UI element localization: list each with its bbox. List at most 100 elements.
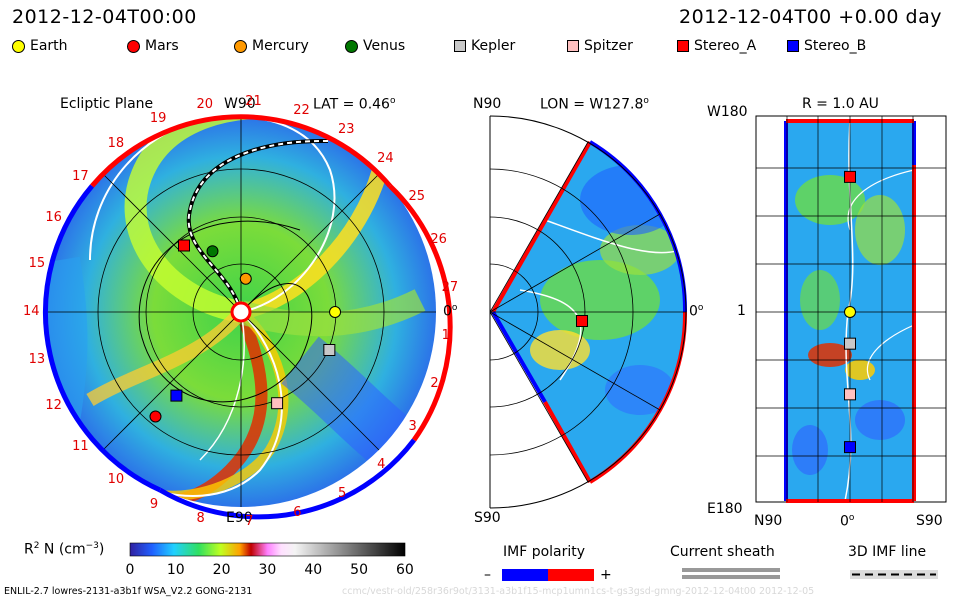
rim-number: 14 bbox=[23, 304, 40, 319]
rim-number: 13 bbox=[28, 352, 46, 368]
left-timestamp: 2012-12-04T00:00 bbox=[12, 6, 197, 28]
imf-line-swatch bbox=[850, 570, 938, 579]
ecliptic-right-label: 0o bbox=[443, 303, 458, 320]
marker-kepler bbox=[844, 337, 856, 350]
legend-marker bbox=[454, 40, 466, 52]
ecliptic-top-label: W90 bbox=[224, 96, 256, 112]
imf-line-title: 3D IMF line bbox=[848, 544, 927, 560]
imf-plus: + bbox=[600, 567, 612, 583]
legend-item-mercury: Mercury bbox=[234, 38, 309, 54]
meridional-right-label: 0o bbox=[689, 303, 704, 320]
legend-item-stereo-b: Stereo_B bbox=[787, 38, 866, 54]
legend-label: Mercury bbox=[252, 38, 309, 54]
legend-marker bbox=[567, 40, 579, 52]
sphere-title: R = 1.0 AU bbox=[802, 96, 879, 112]
legend-marker bbox=[127, 39, 140, 53]
marker-mercury bbox=[239, 272, 252, 285]
legend-label: Earth bbox=[30, 38, 68, 54]
marker-stereo-a bbox=[178, 239, 190, 252]
rim-number: 6 bbox=[293, 505, 302, 521]
sphere-mid-left: 1 bbox=[737, 303, 746, 319]
rim-number: 22 bbox=[293, 102, 310, 118]
footer-run-id: ccmc/vestr-old/258r36r9ot/3131-a3b1f15-m… bbox=[342, 586, 815, 597]
lat-value: LAT = 0.46 bbox=[313, 96, 390, 113]
legend-label: Venus bbox=[363, 38, 406, 54]
legend-item-mars: Mars bbox=[127, 38, 179, 54]
legend-label: Mars bbox=[145, 38, 179, 54]
colorbar-tick: 40 bbox=[304, 562, 323, 578]
colorbar bbox=[129, 542, 406, 557]
ecliptic-bottom-label: E90 bbox=[226, 510, 253, 526]
legend-item-venus: Venus bbox=[345, 38, 405, 54]
legend-item-stereo-a: Stereo_A bbox=[677, 38, 756, 54]
sphere-tick-s90: S90 bbox=[916, 513, 943, 529]
colorbar-tick: 20 bbox=[212, 562, 231, 578]
right-timestamp: 2012-12-04T00 +0.00 day bbox=[679, 6, 942, 28]
sphere-top-left: W180 bbox=[707, 104, 748, 120]
footer-model-info: ENLIL-2.7 lowres-2131-a3b1f WSA_V2.2 GON… bbox=[4, 586, 253, 597]
current-sheath-title: Current sheath bbox=[670, 544, 775, 560]
ecliptic-title: Ecliptic Plane bbox=[60, 96, 154, 112]
sphere-bottom-left: E180 bbox=[707, 501, 743, 517]
rim-number: 1 bbox=[441, 328, 450, 344]
legend-marker bbox=[787, 40, 799, 52]
rim-number: 18 bbox=[107, 135, 125, 151]
rim-number: 20 bbox=[196, 97, 214, 113]
rim-number: 9 bbox=[149, 496, 159, 512]
rim-number: 2 bbox=[430, 375, 439, 391]
rim-number: 26 bbox=[430, 232, 447, 248]
rim-number: 3 bbox=[408, 419, 417, 435]
marker-stereo-a bbox=[576, 315, 588, 327]
rim-number: 11 bbox=[72, 438, 89, 454]
rim-number: 7 bbox=[245, 513, 254, 529]
ecliptic-panel bbox=[43, 114, 453, 520]
legend-item-earth: Earth bbox=[12, 38, 68, 54]
legend-label: Stereo_A bbox=[694, 38, 757, 54]
meridional-panel bbox=[489, 115, 688, 509]
legend-marker bbox=[234, 39, 247, 53]
legend-item-spitzer: Spitzer bbox=[567, 38, 633, 54]
meridional-bottom-label: S90 bbox=[474, 510, 501, 526]
marker-spitzer bbox=[271, 397, 284, 410]
marker-earth bbox=[329, 306, 342, 318]
imf-minus: – bbox=[484, 567, 491, 583]
rim-number: 8 bbox=[196, 510, 205, 526]
marker-stereo-a bbox=[844, 170, 856, 183]
rim-number: 5 bbox=[338, 485, 347, 501]
rim-number: 15 bbox=[28, 255, 46, 271]
imf-polarity-title: IMF polarity bbox=[503, 544, 586, 560]
legend-label: Kepler bbox=[471, 38, 516, 54]
rim-number: 24 bbox=[377, 151, 394, 167]
current-sheath-swatch bbox=[682, 568, 780, 579]
marker-stereo-b bbox=[170, 389, 183, 402]
meridional-lon-label: LON = W127.8o bbox=[540, 96, 649, 113]
colorbar-tick: 60 bbox=[396, 562, 414, 578]
marker-kepler bbox=[323, 344, 336, 356]
rim-number: 27 bbox=[441, 279, 459, 295]
marker-earth bbox=[844, 306, 856, 318]
rim-number: 10 bbox=[107, 472, 125, 488]
colorbar-label: R2 N (cm−3) bbox=[24, 541, 105, 558]
legend-label: Stereo_B bbox=[804, 38, 867, 54]
marker-stereo-b bbox=[844, 441, 856, 454]
object-legend: Earth Mars Mercury Venus Kepler Spitzer Stereo… bbox=[12, 38, 952, 58]
legend-marker bbox=[677, 40, 689, 52]
legend-item-kepler: Kepler bbox=[454, 38, 515, 54]
rim-number: 21 bbox=[245, 94, 262, 110]
meridional-top-label: N90 bbox=[473, 96, 502, 112]
imf-polarity-bar bbox=[502, 569, 594, 581]
rim-number: 12 bbox=[45, 398, 62, 414]
sphere-tick-n90: N90 bbox=[754, 513, 783, 529]
ecliptic-lat-label: LAT = 0.46o bbox=[313, 96, 396, 113]
rim-number: 4 bbox=[377, 456, 386, 472]
legend-label: Spitzer bbox=[584, 38, 633, 54]
marker-spitzer bbox=[844, 388, 856, 401]
rim-number: 17 bbox=[72, 169, 89, 184]
sphere-tick-0: 0o bbox=[840, 513, 855, 530]
rim-number: 19 bbox=[149, 111, 167, 127]
marker-venus bbox=[206, 245, 219, 258]
marker-mars bbox=[149, 410, 162, 423]
colorbar-tick: 10 bbox=[166, 562, 185, 578]
colorbar-tick: 0 bbox=[125, 562, 135, 578]
